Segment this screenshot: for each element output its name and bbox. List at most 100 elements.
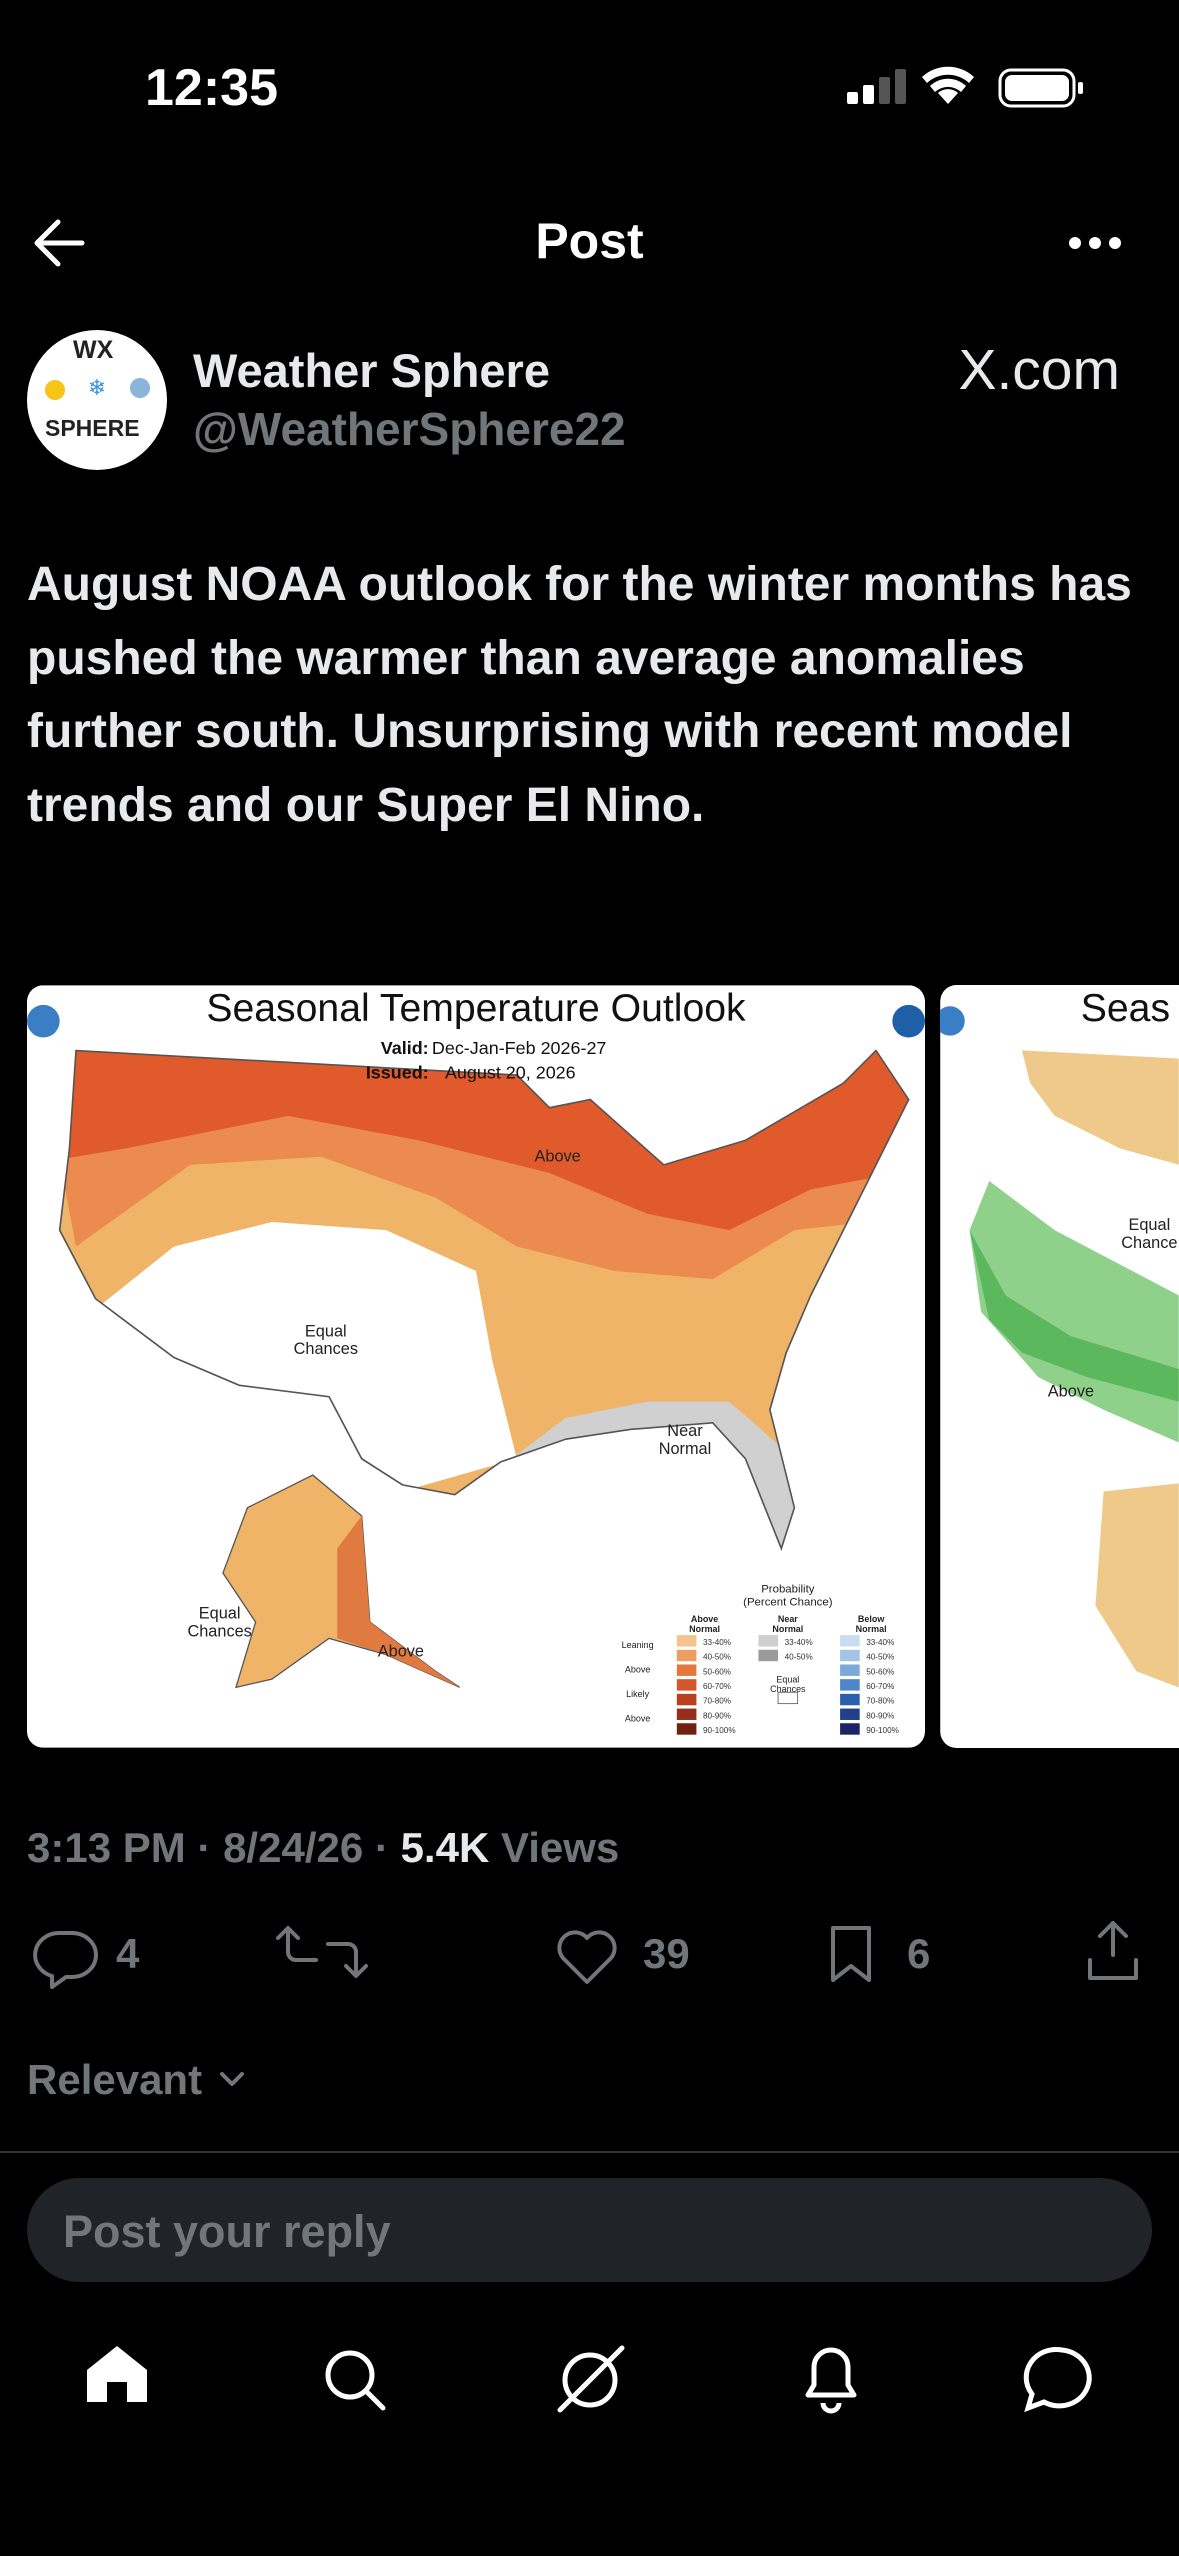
status-icons xyxy=(847,66,1083,108)
issued: August 20, 2026 xyxy=(445,1062,576,1082)
label-line: Normal xyxy=(856,1624,887,1634)
label-line: Chances xyxy=(187,1623,251,1641)
map-label: Equal Chances xyxy=(770,1674,806,1694)
label-line: (Percent Chance) xyxy=(743,1597,833,1609)
label-line: Probability xyxy=(761,1584,815,1596)
map-label: Above xyxy=(1048,1383,1094,1401)
legend-swatch xyxy=(840,1723,860,1735)
reply-icon[interactable] xyxy=(33,1931,98,1989)
legend-range: 90-100% xyxy=(866,1726,899,1735)
legend-range: 33-40% xyxy=(785,1638,813,1647)
label-line: Near xyxy=(778,1614,798,1624)
valid: Dec-Jan-Feb 2026-27 xyxy=(432,1038,607,1058)
legend-range: 33-40% xyxy=(866,1638,894,1647)
author-name[interactable]: Weather Sphere xyxy=(193,344,550,397)
legend-swatch xyxy=(676,1708,697,1720)
search-tab[interactable] xyxy=(325,2350,386,2411)
bookmark-icon[interactable] xyxy=(831,1926,871,1982)
legend-range: 60-70% xyxy=(866,1682,894,1691)
label-line: Equal xyxy=(776,1674,799,1684)
map-label: Near Normal xyxy=(772,1614,803,1634)
map-label: Equal Chances xyxy=(187,1605,251,1641)
label-line: Normal xyxy=(689,1624,720,1634)
bottom-nav xyxy=(87,2345,1092,2414)
back-button[interactable] xyxy=(34,219,85,267)
label-line: Below xyxy=(858,1614,884,1624)
repost-icon[interactable] xyxy=(276,1926,368,1978)
reply-box[interactable] xyxy=(27,2178,1152,2282)
legend-swatch xyxy=(676,1679,697,1691)
avatar-text: WX xyxy=(73,336,114,364)
label-line: Leaning xyxy=(622,1640,654,1650)
like-count[interactable]: 39 xyxy=(643,1930,690,1977)
post-image[interactable]: Seasonal Temperature Outlook Valid: Dec-Ja… xyxy=(27,985,925,1748)
label-line: Chance xyxy=(1121,1234,1177,1252)
post-date: 8/24/26 xyxy=(223,1824,364,1871)
post-time: 3:13 PM xyxy=(27,1824,186,1871)
map-label: Equal Chance xyxy=(1121,1216,1177,1252)
messages-tab[interactable] xyxy=(1023,2347,1092,2413)
map-label: Leaning Above Likely Above xyxy=(622,1640,654,1723)
home-tab[interactable] xyxy=(87,2346,147,2402)
separator: · xyxy=(374,1824,389,1871)
like-icon[interactable] xyxy=(557,1930,617,1984)
author-handle[interactable]: @WeatherSphere22 xyxy=(193,403,626,455)
legend-range: 40-50% xyxy=(866,1653,894,1662)
post-text: August NOAA outlook for the winter month… xyxy=(27,558,1132,832)
post-image[interactable]: Seas Equal Chance Above xyxy=(940,985,1179,1748)
legend-range: 33-40% xyxy=(703,1638,731,1647)
watermark: X.com xyxy=(958,338,1120,402)
legend-range: 40-50% xyxy=(703,1653,731,1662)
bookmark-count[interactable]: 6 xyxy=(907,1930,931,1977)
label-line: Above xyxy=(625,1665,650,1675)
legend-swatch xyxy=(840,1635,860,1647)
header-title: Post xyxy=(535,213,644,269)
more-button[interactable] xyxy=(1069,237,1121,249)
views-label: Views xyxy=(500,1824,620,1871)
avatar[interactable]: ❄ xyxy=(27,330,167,470)
label-line: Above xyxy=(625,1714,650,1724)
legend-range: 50-60% xyxy=(866,1667,894,1676)
legend-swatch xyxy=(758,1635,779,1647)
legend-swatch xyxy=(676,1664,697,1676)
reply-count[interactable]: 4 xyxy=(116,1930,140,1977)
issued-label: Issued: xyxy=(366,1062,429,1082)
sort-chevron[interactable] xyxy=(220,2072,244,2086)
legend-range: 90-100% xyxy=(703,1726,736,1735)
views-count: 5.4K xyxy=(400,1824,490,1871)
legend-swatch xyxy=(676,1649,697,1662)
map-title: Seas xyxy=(1081,987,1170,1030)
legend-range: 80-90% xyxy=(703,1711,731,1720)
legend-swatch xyxy=(676,1723,697,1735)
map-label: Near Normal xyxy=(659,1422,712,1458)
map-label: Above xyxy=(378,1642,424,1660)
sort-selector[interactable]: Relevant xyxy=(27,2056,203,2103)
legend-swatch xyxy=(840,1649,860,1662)
label-line: Above xyxy=(535,1148,581,1166)
post-meta: 3:13 PM · 8/24/26 · 5.4K Views xyxy=(27,1824,619,1872)
grok-tab[interactable] xyxy=(557,2345,625,2413)
legend-range: 70-80% xyxy=(703,1697,731,1706)
label-line: Above xyxy=(378,1642,424,1660)
legend-swatch xyxy=(840,1693,860,1706)
valid-label: Valid: xyxy=(381,1038,429,1058)
share-icon[interactable] xyxy=(1088,1921,1138,1980)
map-label: Probability (Percent Chance) xyxy=(743,1584,833,1609)
label-line: Above xyxy=(691,1614,718,1624)
status-time: 12:35 xyxy=(145,59,278,117)
reply-placeholder[interactable]: Post your reply xyxy=(63,2206,391,2257)
legend-range: 50-60% xyxy=(703,1667,731,1676)
label-line: Equal xyxy=(305,1322,347,1340)
legend-range: 40-50% xyxy=(785,1653,813,1662)
label-line: Chances xyxy=(294,1340,358,1358)
legend-swatch xyxy=(840,1708,860,1720)
label-line: Equal xyxy=(199,1605,241,1623)
legend-swatch xyxy=(840,1679,860,1691)
map-label: Below Normal xyxy=(856,1614,887,1634)
label-line: Near xyxy=(667,1422,703,1440)
legend-range: 70-80% xyxy=(866,1697,894,1706)
notifications-tab[interactable] xyxy=(805,2347,857,2414)
label-line: Chances xyxy=(770,1684,806,1694)
